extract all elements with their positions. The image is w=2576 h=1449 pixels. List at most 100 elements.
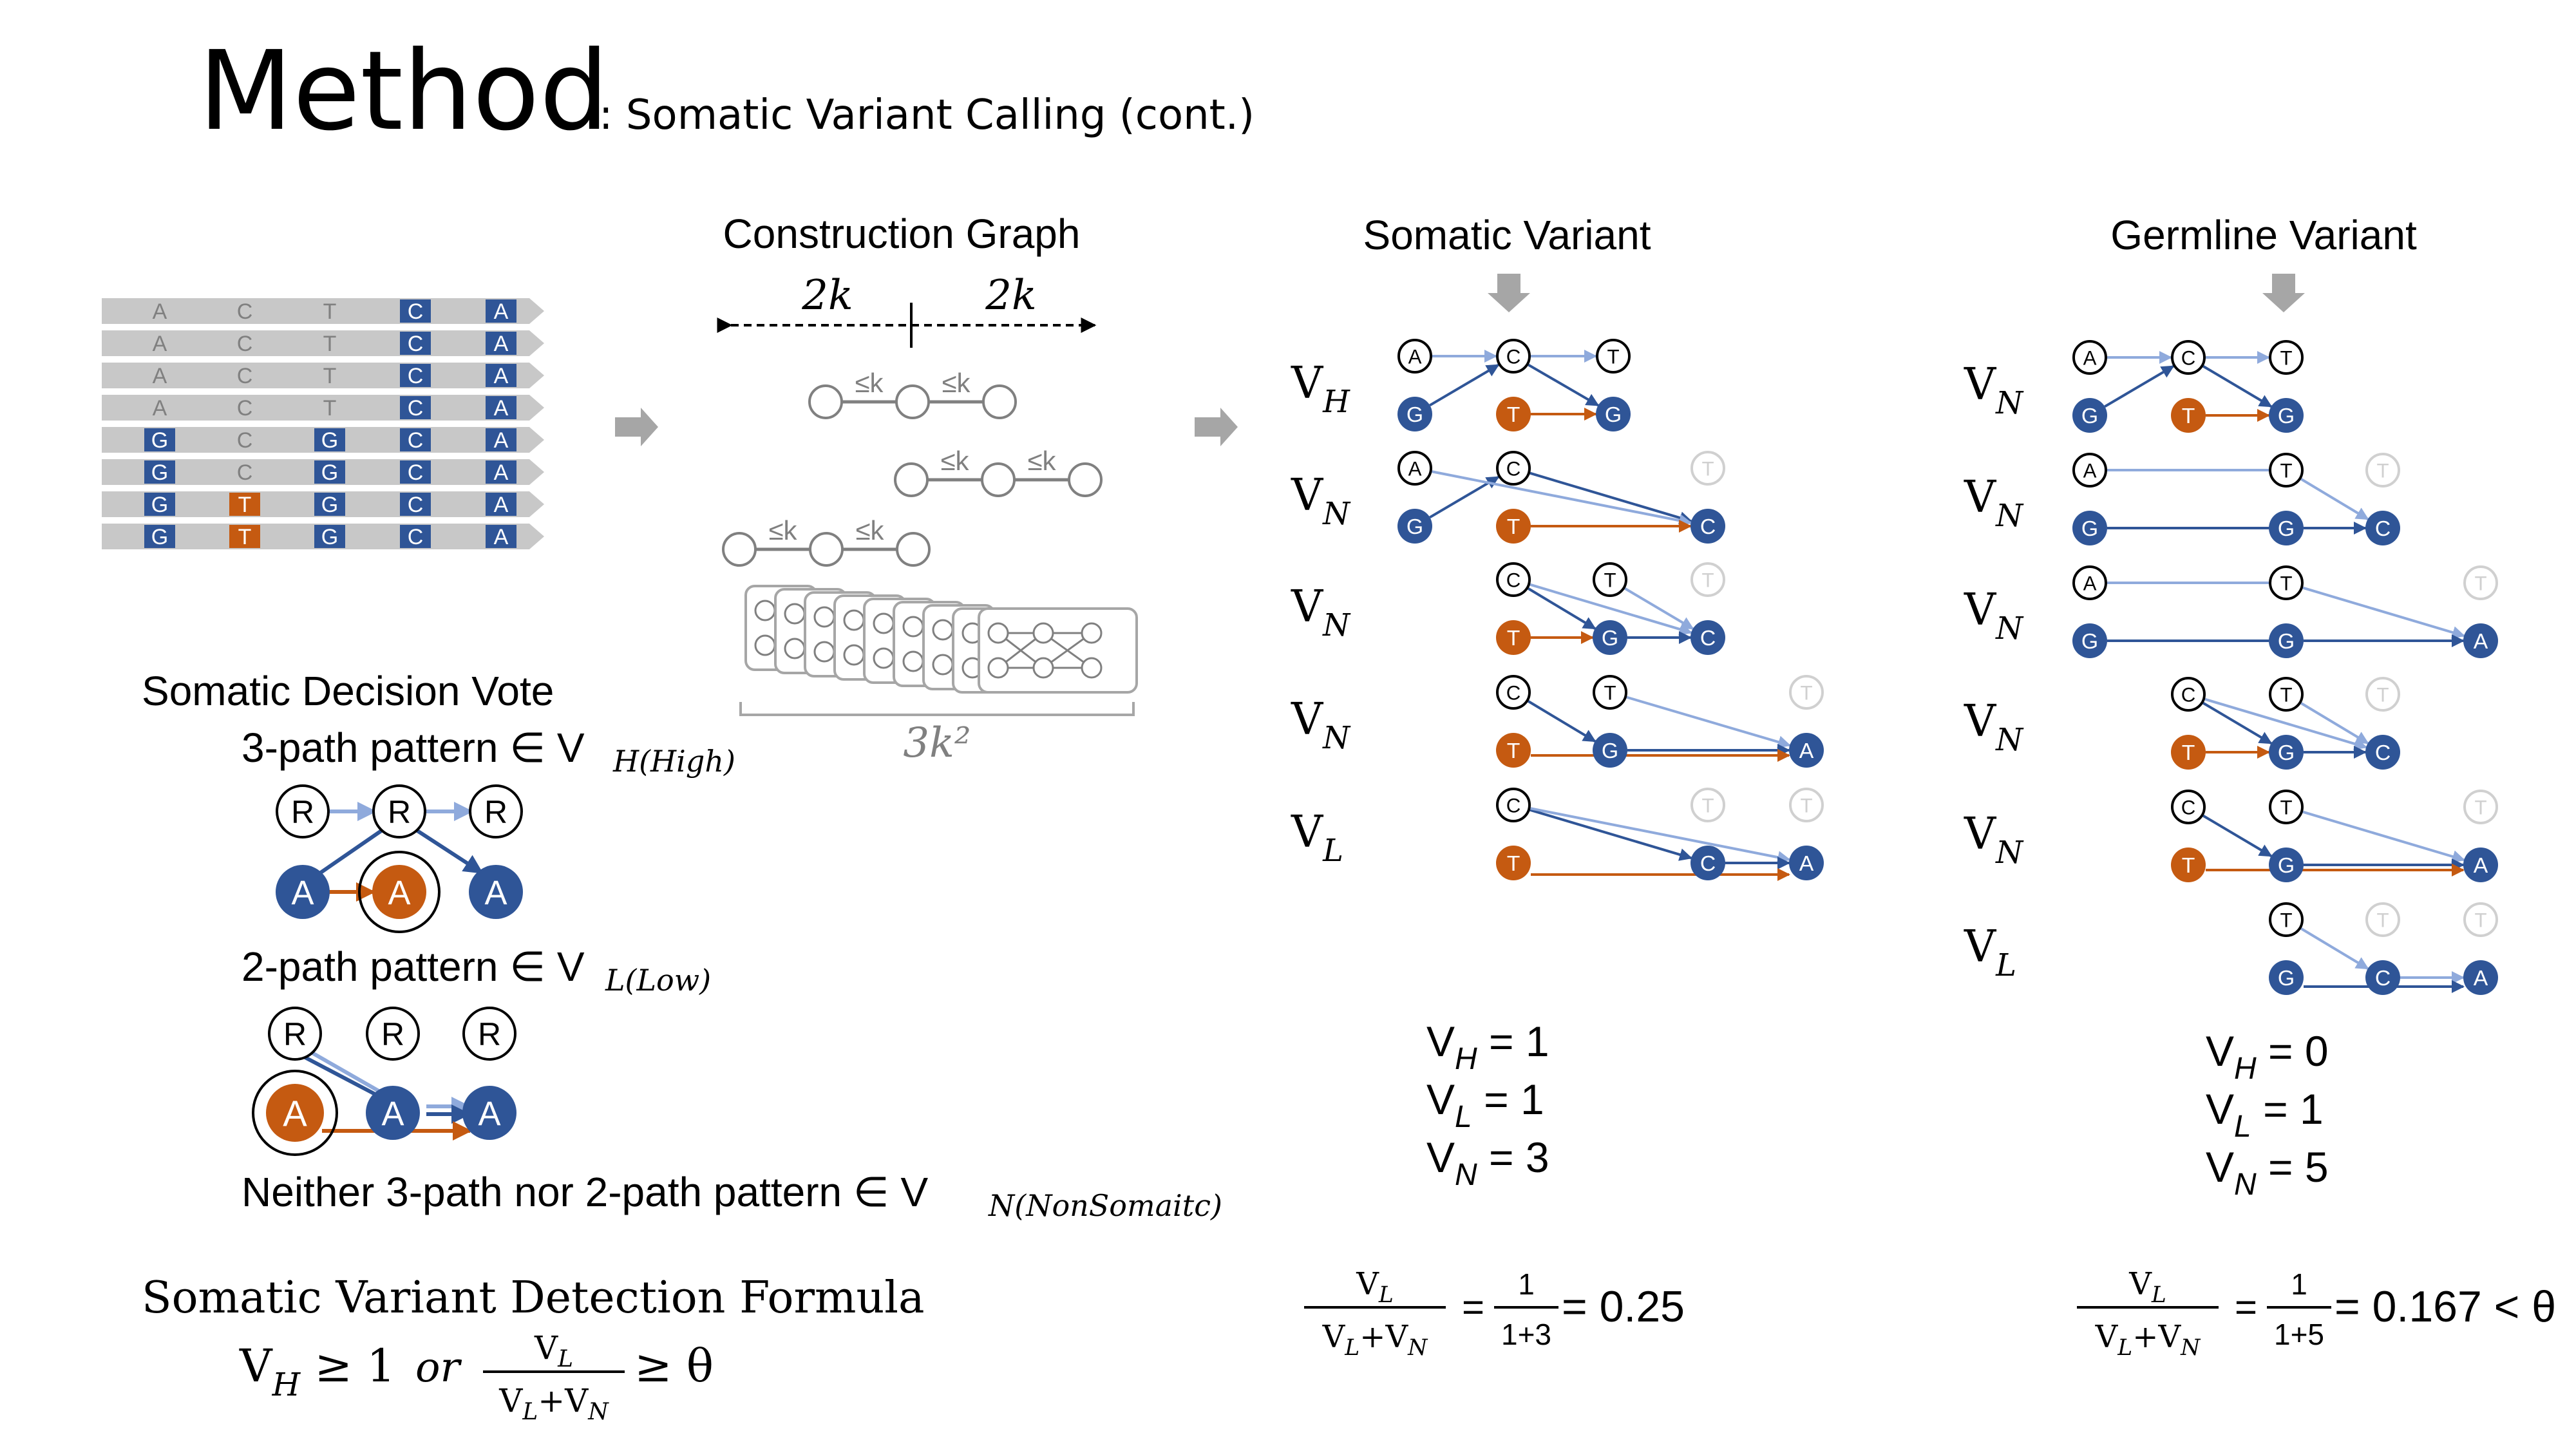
- read-base: G: [321, 525, 338, 549]
- somatic-panel-title: Somatic Variant: [1363, 212, 1651, 258]
- alt-node: [1397, 397, 1432, 431]
- read-base: C: [237, 396, 253, 421]
- ref-node: [2072, 565, 2107, 600]
- row-vote-label: VN: [1291, 470, 1351, 532]
- alt-node: [2072, 623, 2107, 658]
- page-subtitle: : Somatic Variant Calling (cont.): [599, 91, 1255, 139]
- fraction-denominator: VL+VN: [1322, 1319, 1429, 1361]
- svg-text:T: T: [1604, 569, 1616, 591]
- row-vote-label: VN: [1964, 472, 2024, 534]
- read-base: G: [151, 493, 168, 517]
- ref-node: [2171, 677, 2206, 712]
- svg-text:C: C: [2181, 796, 2196, 819]
- alt-node: [1789, 733, 1824, 768]
- alt-node: [2365, 511, 2400, 545]
- svg-text:T: T: [2376, 683, 2389, 706]
- ref-node: [276, 784, 330, 838]
- svg-text:T: T: [1507, 851, 1520, 876]
- ref-node: [1397, 451, 1432, 486]
- flow-arrow-2: [1195, 408, 1238, 446]
- svg-text:T: T: [1507, 626, 1520, 650]
- read-base: A: [494, 299, 509, 324]
- svg-text:T: T: [1701, 457, 1714, 480]
- germline-down-arrow: [2262, 274, 2305, 312]
- somatic-rows: VH A C T G T G VN A C T G T C VN C T T T G C VN C T T T G A VL C T T T C A: [1291, 339, 1824, 881]
- two-path-label: 2-path pattern ∈ V L(Low): [242, 943, 711, 998]
- svg-text:C: C: [2375, 516, 2391, 541]
- read-base: G: [151, 460, 168, 485]
- fraction-numerator: VL: [1356, 1266, 1394, 1308]
- fraction-denominator: VL+VN: [498, 1382, 609, 1425]
- svg-text:G: G: [1605, 402, 1622, 427]
- svg-text:A: A: [1799, 739, 1814, 763]
- ref-node: [372, 784, 426, 838]
- alt-node: [1789, 846, 1824, 880]
- alt-node: [2463, 848, 2498, 882]
- svg-text:C: C: [1700, 851, 1716, 876]
- formula-rhs: ≥ θ: [634, 1340, 714, 1392]
- fraction-denominator: VL+VN: [2095, 1319, 2202, 1361]
- ref-node: [2365, 902, 2400, 937]
- three-path-label: 3-path pattern ∈ V H(High): [242, 724, 735, 779]
- ref-node: [2269, 565, 2304, 600]
- somatic-ratio: VL VL+VN = 1 1+3 = 0.25: [1304, 1266, 1685, 1361]
- svg-text:A: A: [2474, 853, 2488, 878]
- row-vote-label: VL: [1291, 807, 1343, 869]
- ref-node: [1789, 675, 1824, 710]
- edge-length-label: ≤k: [768, 515, 797, 545]
- ref-node: [1596, 339, 1631, 374]
- svg-text:T: T: [1701, 569, 1714, 591]
- formula-or: or: [415, 1344, 462, 1392]
- svg-text:T: T: [1701, 794, 1714, 817]
- read-base: C: [408, 525, 424, 549]
- read-base: C: [237, 332, 253, 356]
- vote-count: VN = 5: [2206, 1143, 2329, 1202]
- ref-node: [1496, 675, 1531, 710]
- svg-text:G: G: [2278, 853, 2295, 878]
- read-base: G: [151, 428, 168, 453]
- vote-count: VH = 0: [2206, 1027, 2329, 1086]
- graph-chain: ≤k ≤k: [808, 368, 1017, 419]
- row-vote-label: VN: [1964, 359, 2024, 421]
- three-path-pattern: R R R A A A: [276, 784, 523, 933]
- svg-text:T: T: [2376, 459, 2389, 482]
- ref-node: [1789, 788, 1824, 822]
- svg-text:T: T: [2280, 459, 2292, 482]
- somatic-counts: VH = 1VL = 1VN = 3: [1426, 1018, 1549, 1192]
- ref-node: [2269, 453, 2304, 488]
- read-base: C: [408, 460, 424, 485]
- svg-text:C: C: [1506, 345, 1521, 368]
- svg-text:T: T: [2280, 909, 2292, 931]
- alt-node: [1496, 733, 1531, 768]
- read-base: T: [323, 332, 337, 356]
- alt-node: [2072, 511, 2107, 545]
- svg-text:A: A: [478, 1095, 500, 1133]
- ref-node: [2365, 677, 2400, 712]
- variant-row: VN A C T G T C: [1291, 451, 1725, 544]
- variant-row: VN C T T T G C: [1291, 562, 1725, 655]
- ref-node: [1496, 788, 1531, 822]
- variant-row: VH A C T G T G: [1291, 339, 1631, 431]
- svg-text:G: G: [2278, 404, 2295, 428]
- ratio-result: = 0.25: [1562, 1282, 1685, 1331]
- svg-text:G: G: [2278, 966, 2295, 990]
- svg-text:R: R: [478, 1016, 501, 1052]
- read-base: A: [494, 428, 509, 453]
- alt-node: [1690, 846, 1725, 880]
- svg-text:G: G: [2278, 629, 2295, 654]
- svg-text:C: C: [2181, 346, 2196, 369]
- ref-node: [1690, 451, 1725, 486]
- read-base: G: [321, 493, 338, 517]
- svg-text:A: A: [2083, 459, 2097, 482]
- read-base: A: [494, 493, 509, 517]
- alt-node: [1496, 846, 1531, 880]
- variant-row: VN A T T G G C: [1964, 453, 2400, 545]
- svg-text:R: R: [283, 1016, 307, 1052]
- ref-node: [2365, 453, 2400, 488]
- svg-text:A: A: [1408, 345, 1422, 368]
- ref-node: [1593, 675, 1627, 710]
- fraction-numerator: VL: [2128, 1266, 2166, 1308]
